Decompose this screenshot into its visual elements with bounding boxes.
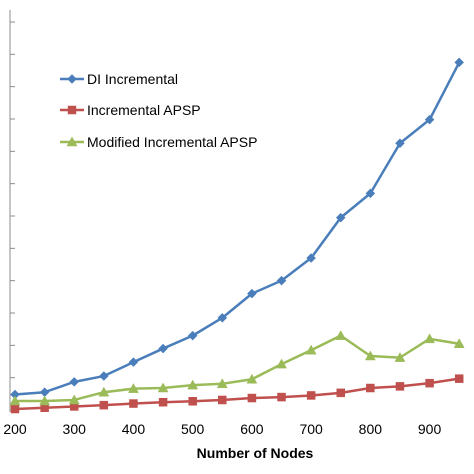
- data-point: [335, 330, 347, 340]
- x-tick-label: 400: [122, 421, 146, 437]
- legend-marker: [67, 105, 77, 115]
- data-point: [454, 374, 464, 383]
- data-point: [277, 392, 286, 402]
- series-line: [14, 61, 461, 396]
- y-axis-ticks: [10, 21, 15, 379]
- data-point: [129, 399, 138, 408]
- data-point: [39, 387, 50, 398]
- x-axis-title: Number of Nodes: [197, 445, 314, 461]
- data-point: [276, 275, 287, 286]
- data-point: [336, 388, 345, 398]
- data-point: [217, 312, 228, 323]
- series-2: [10, 374, 464, 414]
- x-tick-label: 700: [299, 421, 323, 437]
- x-tick-label: 900: [418, 421, 442, 437]
- legend-item-1: DI Incremental: [60, 71, 178, 87]
- data-point: [305, 344, 317, 355]
- data-point: [187, 330, 198, 341]
- x-tick-label: 500: [181, 421, 205, 437]
- data-point: [98, 386, 110, 397]
- data-point: [157, 382, 169, 393]
- data-point: [247, 288, 257, 299]
- series-3: [9, 330, 465, 406]
- legend-label: Incremental APSP: [87, 102, 201, 118]
- series-1: [10, 57, 465, 400]
- data-point: [424, 114, 435, 125]
- data-point: [424, 333, 436, 344]
- series-line: [14, 377, 460, 411]
- data-point: [69, 377, 80, 387]
- legend-label: Modified Incremental APSP: [87, 134, 257, 150]
- data-point: [335, 212, 346, 223]
- data-point: [306, 253, 316, 263]
- data-point: [366, 383, 375, 393]
- data-point: [216, 378, 228, 389]
- x-tick-label: 200: [3, 421, 27, 437]
- data-point: [10, 404, 20, 414]
- x-tick-label: 600: [240, 421, 264, 437]
- data-point: [9, 395, 21, 406]
- legend: DI Incremental Incremental APSP Modified I…: [60, 71, 257, 150]
- series-layer: [9, 57, 465, 414]
- data-point: [98, 371, 109, 381]
- data-point: [158, 343, 168, 354]
- legend-label: DI Incremental: [87, 71, 178, 87]
- data-point: [99, 400, 109, 410]
- data-point: [187, 379, 199, 390]
- data-point: [453, 338, 465, 348]
- data-point: [218, 395, 227, 405]
- data-point: [247, 393, 257, 403]
- data-point: [425, 378, 434, 388]
- data-point: [364, 350, 376, 361]
- data-point: [395, 382, 405, 391]
- data-point: [454, 57, 465, 68]
- data-point: [246, 373, 258, 384]
- data-point: [68, 394, 80, 405]
- data-point: [365, 188, 376, 199]
- data-point: [128, 383, 139, 393]
- data-point: [306, 391, 316, 400]
- data-point: [158, 397, 168, 407]
- series-line: [15, 334, 460, 403]
- x-tick-label: 300: [63, 421, 87, 437]
- data-point: [128, 357, 139, 368]
- data-point: [395, 138, 405, 149]
- x-tick-label: 800: [359, 421, 383, 437]
- x-axis-tick-labels: 200 300 400 500 600 700 800 900: [3, 421, 441, 437]
- data-point: [276, 358, 287, 369]
- legend-marker: [66, 136, 78, 147]
- legend-marker: [67, 74, 77, 84]
- legend-item-2: Incremental APSP: [60, 102, 201, 118]
- data-point: [188, 397, 197, 406]
- data-point: [39, 395, 51, 406]
- data-point: [394, 352, 406, 362]
- legend-item-3: Modified Incremental APSP: [60, 134, 257, 150]
